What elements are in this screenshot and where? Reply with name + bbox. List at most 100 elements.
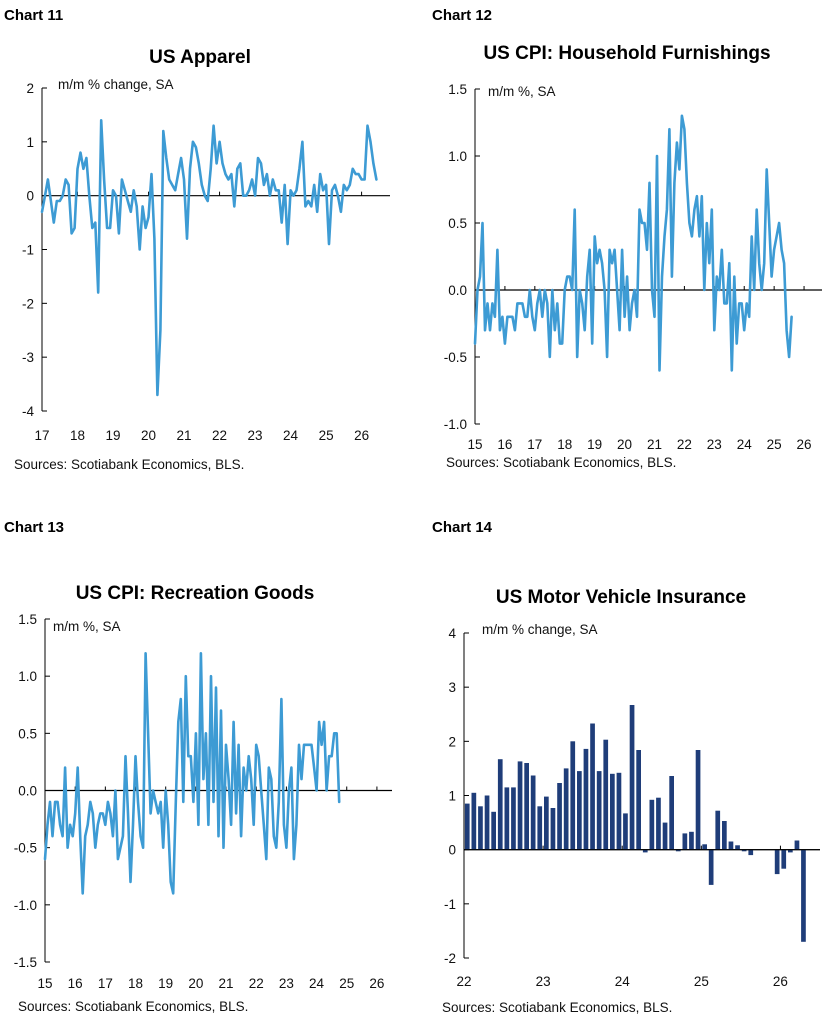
unit-label: m/m % change, SA bbox=[482, 622, 598, 637]
bar bbox=[570, 741, 576, 850]
bar bbox=[656, 797, 661, 850]
bar bbox=[511, 787, 516, 850]
bar bbox=[629, 705, 635, 850]
bar bbox=[484, 795, 490, 850]
x-tick-label: 24 bbox=[309, 976, 325, 991]
source-note: Sources: Scotiabank Economics, BLS. bbox=[14, 457, 245, 472]
x-tick-label: 16 bbox=[497, 437, 512, 452]
chart-13-plot: 1.5 1.0 0.5 0.0 -0.5 -1.0 -1.515 16 17 18 19 20 21 22… bbox=[14, 612, 392, 991]
bar bbox=[642, 849, 648, 853]
bar bbox=[722, 821, 727, 850]
unit-label: m/m %, SA bbox=[53, 619, 121, 634]
x-tick-label: 23 bbox=[536, 974, 551, 989]
x-tick-label: 25 bbox=[767, 437, 782, 452]
y-tick-label: -1 bbox=[22, 243, 34, 258]
y-tick-label: 0 bbox=[26, 189, 34, 204]
bar bbox=[491, 811, 496, 850]
y-tick-label: -1 bbox=[444, 897, 456, 912]
x-tick-label: 19 bbox=[587, 437, 602, 452]
x-tick-label: 15 bbox=[37, 976, 52, 991]
chart-title: US Apparel bbox=[149, 47, 251, 68]
bar bbox=[583, 748, 589, 850]
x-tick-label: 26 bbox=[354, 428, 369, 443]
bar bbox=[596, 771, 602, 850]
y-tick-label: 1.0 bbox=[448, 149, 467, 164]
chart-number: Chart 12 bbox=[432, 7, 493, 24]
x-tick-label: 22 bbox=[456, 974, 471, 989]
chart-14-panel: Chart 14 US Motor Vehicle Insurance m/m … bbox=[414, 512, 828, 1023]
bar bbox=[557, 783, 562, 850]
bar bbox=[636, 750, 641, 850]
y-tick-label: 1.5 bbox=[448, 82, 467, 97]
x-tick-label: 15 bbox=[467, 437, 482, 452]
chart-number: Chart 14 bbox=[432, 519, 493, 536]
y-tick-label: -3 bbox=[22, 350, 34, 365]
chart-11-plot: 210-1-2-3-417 18 19 20 21 22 23 24 25 26 bbox=[22, 81, 390, 443]
bar bbox=[537, 806, 543, 850]
bar bbox=[623, 813, 628, 850]
bar bbox=[649, 799, 655, 850]
bar bbox=[530, 775, 536, 850]
x-tick-label: 26 bbox=[369, 976, 384, 991]
source-note: Sources: Scotiabank Economics, BLS. bbox=[18, 999, 249, 1014]
source-note: Sources: Scotiabank Economics, BLS. bbox=[446, 455, 677, 470]
x-tick-label: 20 bbox=[141, 428, 156, 443]
x-tick-label: 22 bbox=[249, 976, 264, 991]
bar bbox=[708, 849, 714, 885]
series-line bbox=[40, 119, 378, 397]
y-tick-label: 1 bbox=[26, 135, 34, 150]
bar bbox=[610, 773, 615, 850]
y-tick-label: 0 bbox=[448, 843, 456, 858]
chart-title: US Motor Vehicle Insurance bbox=[495, 587, 747, 608]
y-tick-label: -0.5 bbox=[444, 350, 467, 365]
bar bbox=[781, 849, 787, 869]
bar bbox=[735, 845, 740, 850]
unit-label: m/m % change, SA bbox=[58, 77, 174, 92]
y-tick-label: -2 bbox=[22, 296, 34, 311]
bar bbox=[544, 796, 549, 850]
y-tick-label: 0.0 bbox=[18, 784, 37, 799]
x-tick-label: 21 bbox=[647, 437, 662, 452]
x-tick-label: 17 bbox=[527, 437, 542, 452]
y-tick-label: 1 bbox=[448, 789, 456, 804]
x-tick-label: 26 bbox=[773, 974, 788, 989]
chart-12-panel: Chart 12 US CPI: Household Furnishings m… bbox=[414, 0, 828, 511]
bar bbox=[794, 840, 800, 850]
source-note: Sources: Scotiabank Economics, BLS. bbox=[442, 1000, 673, 1015]
y-tick-label: 1.0 bbox=[18, 669, 37, 684]
x-tick-label: 25 bbox=[694, 974, 709, 989]
x-tick-label: 24 bbox=[737, 437, 753, 452]
chart-number: Chart 13 bbox=[4, 519, 65, 536]
chart-title: US CPI: Recreation Goods bbox=[75, 583, 315, 604]
chart-14-plot: 4 3 2 1 0 -1 -222 23 24 25 26 bbox=[444, 626, 820, 989]
chart-title: US CPI: Household Furnishings bbox=[483, 43, 771, 64]
x-tick-label: 18 bbox=[70, 428, 85, 443]
x-tick-label: 22 bbox=[212, 428, 227, 443]
chart-12-plot: 1.5 1.0 0.5 0.0 -0.5 -1.015 16 17 18 19 20 21 22 23 24… bbox=[444, 82, 822, 452]
y-tick-label: -2 bbox=[444, 951, 456, 966]
y-tick-label: 0.5 bbox=[18, 726, 37, 741]
bar bbox=[682, 833, 688, 850]
x-tick-label: 19 bbox=[106, 428, 121, 443]
bar bbox=[689, 831, 694, 850]
x-tick-label: 23 bbox=[707, 437, 722, 452]
series-line bbox=[43, 652, 341, 895]
bar bbox=[715, 810, 721, 850]
x-tick-label: 25 bbox=[339, 976, 354, 991]
bar bbox=[517, 761, 523, 850]
bar bbox=[695, 750, 701, 850]
bar bbox=[524, 763, 529, 850]
bar bbox=[577, 771, 582, 850]
x-tick-label: 18 bbox=[557, 437, 572, 452]
x-tick-label: 19 bbox=[158, 976, 173, 991]
bar bbox=[774, 849, 780, 875]
bar bbox=[702, 844, 707, 850]
y-tick-label: -1.0 bbox=[14, 898, 37, 913]
x-tick-label: 24 bbox=[615, 974, 631, 989]
chart-13-panel: Chart 13 US CPI: Recreation Goods m/m %,… bbox=[0, 512, 414, 1023]
unit-label: m/m %, SA bbox=[488, 84, 556, 99]
x-tick-label: 20 bbox=[188, 976, 203, 991]
x-tick-label: 21 bbox=[177, 428, 192, 443]
x-tick-label: 17 bbox=[98, 976, 113, 991]
